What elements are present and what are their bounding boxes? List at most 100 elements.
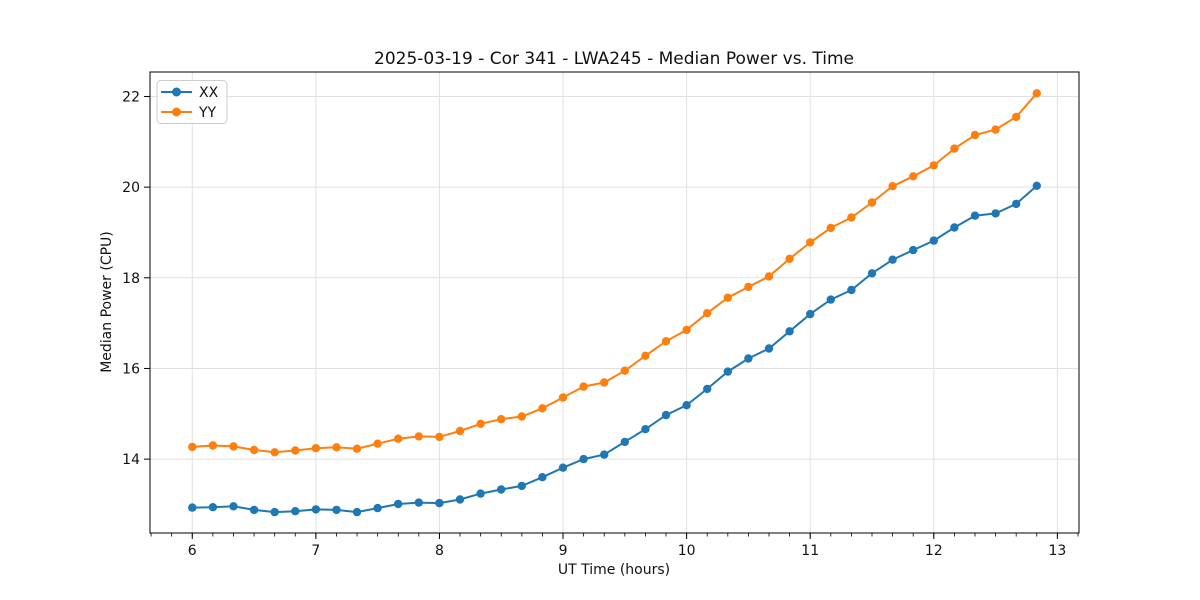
legend-label: YY xyxy=(198,105,217,121)
data-point-YY xyxy=(455,426,465,436)
y-tick-label: 22 xyxy=(122,89,140,105)
x-tick-label: 13 xyxy=(1048,543,1066,559)
data-point-YY xyxy=(785,254,794,263)
data-point-YY xyxy=(970,130,980,140)
data-point-YY xyxy=(703,309,712,318)
data-point-YY xyxy=(373,439,382,448)
data-point-YY xyxy=(476,419,485,428)
data-point-YY xyxy=(311,444,321,453)
data-point-YY xyxy=(806,238,815,247)
gridlines xyxy=(150,72,1079,533)
data-point-YY xyxy=(909,172,918,181)
series-line-YY xyxy=(192,92,1038,454)
data-point-YY xyxy=(867,198,877,207)
data-point-XX xyxy=(682,401,691,410)
data-point-XX xyxy=(538,473,547,482)
data-point-YY xyxy=(723,293,732,302)
chart-title: 2025-03-19 - Cor 341 - LWA245 - Median P… xyxy=(374,49,854,69)
x-tick-label: 6 xyxy=(188,543,197,559)
data-point-YY xyxy=(929,161,938,170)
data-point-YY xyxy=(600,378,609,387)
data-point-XX xyxy=(249,505,259,515)
data-point-XX xyxy=(208,503,218,512)
data-point-YY xyxy=(847,213,856,222)
data-point-YY xyxy=(1032,89,1042,98)
y-tick-label: 16 xyxy=(122,361,140,377)
data-point-YY xyxy=(414,432,423,441)
data-point-YY xyxy=(682,325,691,335)
data-point-YY xyxy=(888,182,897,191)
data-point-XX xyxy=(950,223,959,232)
data-point-XX xyxy=(497,485,506,494)
data-point-YY xyxy=(641,351,650,360)
data-point-XX xyxy=(661,410,671,420)
data-point-YY xyxy=(249,445,259,455)
x-tick-label: 10 xyxy=(678,543,696,559)
legend-label: XX xyxy=(199,85,219,101)
data-point-YY xyxy=(558,393,568,402)
y-tick-label: 20 xyxy=(122,180,140,196)
data-point-XX xyxy=(764,344,774,353)
series xyxy=(188,89,1042,517)
series-line-XX xyxy=(192,185,1038,514)
data-point-YY xyxy=(435,432,444,442)
data-point-YY xyxy=(229,442,238,451)
data-point-XX xyxy=(909,245,918,255)
data-point-XX xyxy=(291,507,300,516)
plot-frame xyxy=(149,71,1080,534)
data-point-YY xyxy=(332,443,341,452)
data-point-XX xyxy=(229,502,238,511)
data-point-XX xyxy=(1032,181,1042,190)
data-point-XX xyxy=(476,489,485,498)
data-point-XX xyxy=(826,295,835,304)
data-point-YY xyxy=(208,441,218,450)
axes: 6 7 8 9 10 11 12 13 14 16 18 20 22 xyxy=(122,71,1080,559)
data-point-XX xyxy=(373,503,382,513)
data-point-YY xyxy=(579,382,588,391)
data-point-XX xyxy=(188,503,197,512)
data-point-XX xyxy=(1012,199,1021,209)
data-point-YY xyxy=(991,125,1000,134)
x-tick-label: 8 xyxy=(435,543,444,559)
data-point-XX xyxy=(620,437,629,447)
data-point-YY xyxy=(270,448,279,457)
data-point-YY xyxy=(291,446,300,455)
data-point-XX xyxy=(806,309,815,319)
y-tick-label: 18 xyxy=(122,271,140,287)
data-point-XX xyxy=(311,505,321,514)
data-point-YY xyxy=(517,412,526,421)
x-tick-label: 7 xyxy=(311,543,320,559)
data-point-YY xyxy=(188,442,197,452)
data-point-XX xyxy=(703,384,712,394)
data-point-XX xyxy=(352,507,362,517)
data-point-YY xyxy=(764,272,774,281)
data-point-XX xyxy=(414,498,423,507)
data-point-XX xyxy=(579,454,588,464)
data-point-YY xyxy=(826,223,835,233)
data-point-YY xyxy=(1012,112,1021,122)
data-point-XX xyxy=(558,463,568,472)
data-point-XX xyxy=(641,425,650,434)
legend-marker xyxy=(172,107,181,117)
data-point-XX xyxy=(785,327,794,336)
data-point-XX xyxy=(723,367,732,376)
y-axis-label: Median Power (CPU) xyxy=(99,231,115,373)
data-point-YY xyxy=(352,444,362,453)
data-point-YY xyxy=(744,282,753,292)
data-point-XX xyxy=(991,209,1000,218)
data-point-XX xyxy=(435,498,444,508)
data-point-XX xyxy=(847,285,856,295)
data-point-XX xyxy=(455,495,465,504)
x-tick-label: 9 xyxy=(559,543,568,559)
data-point-YY xyxy=(538,404,547,413)
x-tick-label: 11 xyxy=(801,543,819,559)
data-point-YY xyxy=(620,366,629,375)
y-tick-label: 14 xyxy=(122,452,140,468)
data-point-XX xyxy=(270,507,279,517)
data-point-XX xyxy=(888,255,897,264)
data-point-XX xyxy=(970,211,980,220)
data-point-XX xyxy=(394,499,403,509)
data-point-YY xyxy=(394,434,403,443)
data-point-XX xyxy=(600,450,609,459)
